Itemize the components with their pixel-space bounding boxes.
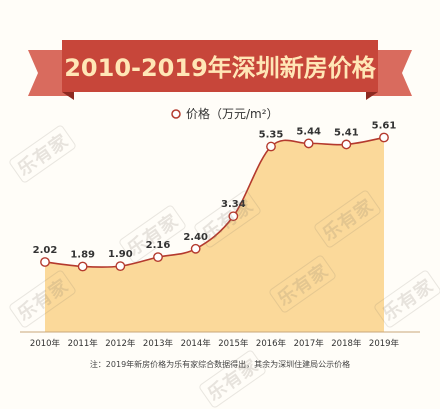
area-fill (45, 137, 384, 332)
data-label: 5.35 (259, 130, 284, 141)
legend: 价格（万元/m²） (171, 106, 279, 121)
x-tick-label: 2010年 (30, 338, 61, 349)
plot-area: 2.02 2010年 1.89 2011年 1.90 2012年 2.16 2013年 2.40… (20, 121, 420, 349)
chart-poster: 2010-2019年深圳新房价格 价格（万元/m²） 2.02 2010年 1.89… (7, 40, 440, 409)
legend-marker (171, 109, 181, 119)
x-tick-label: 2015年 (218, 338, 249, 349)
data-label: 2.16 (146, 240, 171, 251)
title-banner: 2010-2019年深圳新房价格 (28, 40, 412, 100)
x-tick-label: 2018年 (331, 338, 362, 349)
x-tick-label: 2016年 (256, 338, 287, 349)
data-label: 1.89 (70, 249, 95, 260)
data-point (190, 243, 201, 254)
x-tick-label: 2014年 (181, 338, 212, 349)
data-label: 5.44 (296, 126, 321, 137)
data-label: 1.90 (108, 249, 133, 260)
chart-svg: 2010-2019年深圳新房价格 价格（万元/m²） 2.02 2010年 1.89… (20, 40, 420, 369)
x-tick-label: 2011年 (68, 338, 99, 349)
data-point (115, 261, 126, 272)
data-label: 2.02 (33, 245, 58, 256)
data-point (77, 261, 88, 272)
x-tick-label: 2013年 (143, 338, 174, 349)
banner-right-fold (366, 92, 378, 100)
x-tick-label: 2017年 (294, 338, 325, 349)
data-label: 5.61 (372, 121, 397, 132)
x-tick-label: 2019年 (369, 338, 400, 349)
data-label: 2.40 (183, 232, 208, 243)
data-point (341, 139, 352, 150)
data-point (266, 141, 276, 152)
data-label: 5.41 (334, 127, 359, 138)
banner-left-fold (62, 92, 74, 100)
banner-main (62, 40, 378, 92)
data-point (40, 257, 50, 267)
data-point (303, 138, 314, 149)
footnote: 注：2019年新房价格为乐有家综合数据得出，其余为深圳住建局公示价格 (90, 359, 350, 369)
legend-label: 价格（万元/m²） (186, 106, 279, 121)
data-point (379, 132, 389, 143)
data-point (228, 211, 239, 222)
chart-title: 2010-2019年深圳新房价格 (64, 54, 377, 82)
data-label: 3.34 (221, 199, 246, 210)
x-tick-label: 2012年 (105, 338, 136, 349)
data-point (153, 252, 163, 263)
price-line (44, 136, 385, 268)
